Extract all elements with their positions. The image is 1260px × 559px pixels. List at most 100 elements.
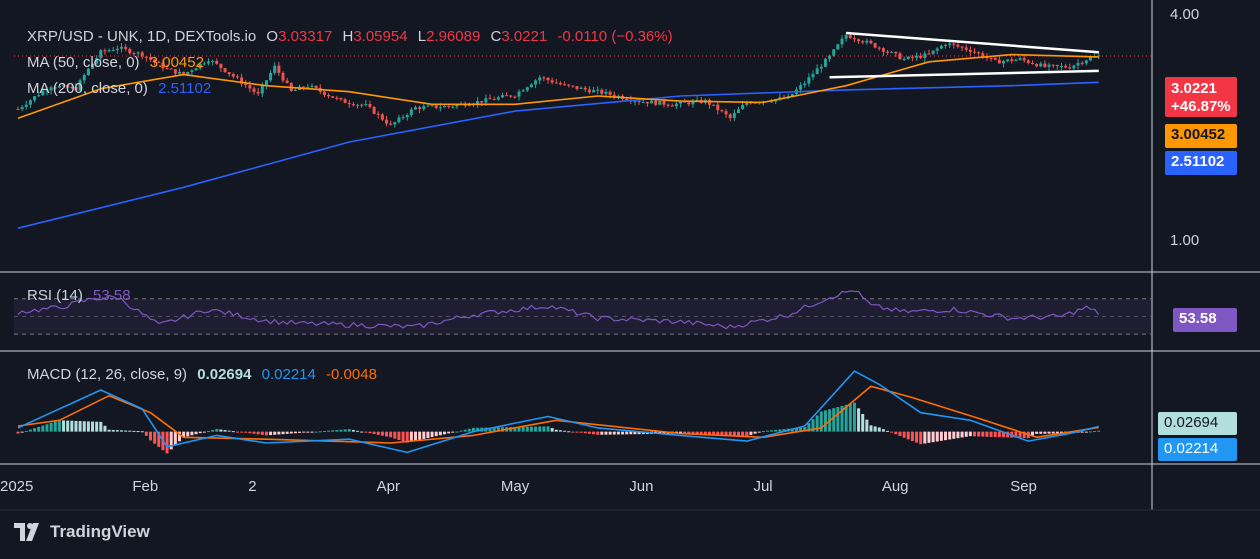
candle-body xyxy=(637,101,641,103)
macd-histogram-bar xyxy=(774,429,778,432)
candle-body xyxy=(281,72,285,81)
candle-body xyxy=(376,113,380,115)
candle-body xyxy=(931,50,935,54)
macd-histogram-bar xyxy=(1080,431,1084,433)
macd-histogram-bar xyxy=(153,431,157,444)
candle-body xyxy=(1010,59,1014,62)
ohlc-open-label: O xyxy=(266,28,279,45)
time-axis-label: 2025 xyxy=(0,478,34,495)
candle-body xyxy=(339,98,343,100)
macd-histogram-bar xyxy=(405,431,409,443)
candle-body xyxy=(840,38,844,45)
symbol-title[interactable]: XRP/USD - UNK, 1D, DEXTools.io xyxy=(27,28,257,45)
ohlc-change: -0.0110 (−0.36%) xyxy=(557,28,673,45)
macd-histogram-bar xyxy=(1039,431,1043,434)
candle-body xyxy=(919,55,923,58)
macd-histogram-bar xyxy=(476,427,480,432)
macd-histogram-bar xyxy=(1001,431,1005,438)
macd-histogram-bar xyxy=(28,429,32,432)
candle-body xyxy=(331,96,335,98)
macd-histogram-bar xyxy=(356,430,360,432)
candle-body xyxy=(496,97,500,100)
candle-body xyxy=(364,104,368,106)
macd-histogram-bar xyxy=(124,430,128,432)
macd-histogram-bar xyxy=(852,402,856,432)
macd-histogram-bar xyxy=(757,431,761,433)
macd-legend[interactable]: MACD (12, 26, close, 9) 0.02694 0.02214 … xyxy=(27,366,383,383)
candle-body xyxy=(62,85,66,87)
macd-histogram-bar xyxy=(741,431,745,437)
candle-body xyxy=(215,60,219,64)
macd-histogram-bar xyxy=(211,430,215,432)
candle-body xyxy=(1047,64,1051,67)
candle-body xyxy=(397,117,401,123)
candle-body xyxy=(140,52,144,57)
candle-body xyxy=(66,85,70,88)
macd-histogram-bar xyxy=(1030,431,1034,437)
candle-body xyxy=(790,94,794,97)
candle-body xyxy=(1051,64,1055,66)
candle-body xyxy=(1064,65,1068,68)
tradingview-logo[interactable]: TradingView xyxy=(14,522,150,542)
candle-body xyxy=(244,83,248,86)
candle-body xyxy=(1014,59,1018,62)
macd-histogram-bar xyxy=(103,425,107,432)
candle-body xyxy=(923,53,927,58)
macd-signal-value: 0.02214 xyxy=(261,366,316,383)
macd-histogram-bar xyxy=(732,431,736,436)
macd-histogram-bar xyxy=(736,431,740,436)
macd-histogram-bar xyxy=(95,421,99,432)
macd-histogram-bar xyxy=(1018,431,1022,438)
candle-body xyxy=(430,105,434,107)
candle-body xyxy=(385,119,389,124)
ma200-line xyxy=(17,81,1099,229)
macd-histogram-bar xyxy=(745,431,749,437)
macd-histogram-bar xyxy=(529,426,533,432)
macd-histogram-bar xyxy=(712,431,716,435)
candle-body xyxy=(1076,62,1080,66)
candle-body xyxy=(206,61,210,64)
macd-histogram-bar xyxy=(219,429,223,432)
macd-histogram-bar xyxy=(273,431,277,435)
macd-histogram-bar xyxy=(927,431,931,443)
macd-histogram-bar xyxy=(157,431,161,447)
macd-histogram-bar xyxy=(347,429,351,432)
last-change-pct: +46.87% xyxy=(1171,98,1231,115)
candle-body xyxy=(351,104,355,106)
macd-histogram-bar xyxy=(49,422,53,432)
macd-histogram-bar xyxy=(235,431,239,433)
macd-histogram-bar xyxy=(571,431,575,433)
candle-body xyxy=(186,71,190,75)
macd-histogram-bar xyxy=(285,431,289,434)
macd-histogram-bar xyxy=(149,431,153,441)
macd-histogram-bar xyxy=(74,420,78,432)
ma50-legend[interactable]: MA (50, close, 0) 3.00452 xyxy=(27,54,210,71)
macd-histogram-bar xyxy=(368,431,372,434)
candle-body xyxy=(389,123,393,125)
rsi-legend[interactable]: RSI (14) 53.58 xyxy=(27,287,137,304)
price-axis-bottom-label: 1.00 xyxy=(1170,232,1200,249)
macd-histogram-bar xyxy=(24,430,28,432)
macd-histogram-bar xyxy=(202,431,206,433)
macd-histogram-bar xyxy=(190,431,194,436)
macd-histogram-bar xyxy=(194,431,198,435)
candle-body xyxy=(807,77,811,84)
candle-body xyxy=(819,66,823,69)
candle-body xyxy=(327,94,331,97)
macd-histogram-bar xyxy=(144,431,148,436)
candle-body xyxy=(968,49,972,52)
macd-histogram-bar xyxy=(968,431,972,437)
candle-body xyxy=(111,49,115,51)
candle-body xyxy=(625,98,629,100)
candle-body xyxy=(1068,67,1072,69)
macd-histogram-bar xyxy=(935,431,939,442)
macd-histogram-bar xyxy=(977,431,981,437)
macd-histogram-bar xyxy=(761,431,765,433)
macd-histogram-bar xyxy=(376,431,380,435)
ma200-legend[interactable]: MA (200, close, 0) 2.51102 xyxy=(27,80,217,97)
macd-histogram-bar xyxy=(269,431,273,436)
macd-histogram-bar xyxy=(558,430,562,432)
candle-body xyxy=(128,48,132,54)
candle-body xyxy=(633,101,637,103)
